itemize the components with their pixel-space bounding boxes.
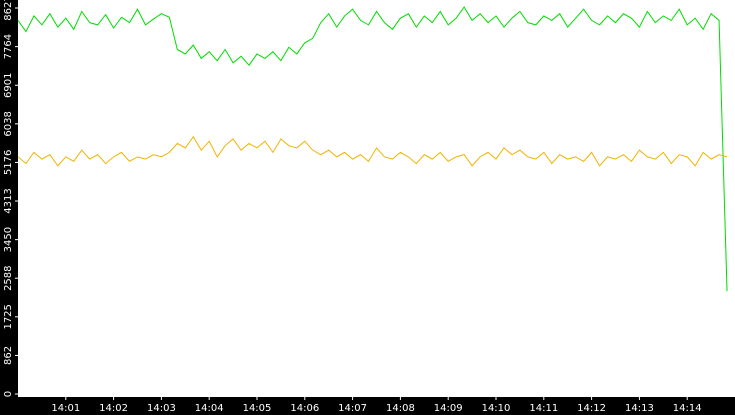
x-tick-label: 14:06 (290, 403, 319, 414)
x-tick-label: 14:13 (625, 403, 654, 414)
x-tick-label: 14:07 (338, 403, 367, 414)
y-tick-label: 6038 (3, 111, 14, 136)
y-tick-label: 8627 (3, 0, 14, 21)
y-tick-label: 7764 (3, 34, 14, 59)
x-tick-label: 14:14 (673, 403, 702, 414)
x-tick-label: 14:08 (386, 403, 415, 414)
y-tick-label: 2588 (3, 265, 14, 290)
x-tick-label: 14:11 (529, 403, 558, 414)
x-tick-label: 14:05 (243, 403, 272, 414)
x-tick-label: 14:02 (99, 403, 128, 414)
y-tick-label: 4313 (3, 188, 14, 213)
series-line (17, 135, 728, 167)
series-line (17, 6, 728, 292)
y-tick-label: 3450 (3, 227, 14, 252)
x-tick-label: 14:10 (482, 403, 511, 414)
y-tick-label: 5176 (3, 150, 14, 175)
y-tick-label: 6901 (3, 73, 14, 98)
y-tick-label: 0 (3, 391, 14, 397)
x-tick-label: 14:03 (147, 403, 176, 414)
x-axis-strip (0, 397, 735, 415)
y-tick-label: 1725 (3, 304, 14, 329)
y-axis-strip (0, 0, 18, 415)
x-tick-label: 14:12 (577, 403, 606, 414)
y-tick-label: 862 (3, 346, 14, 365)
x-tick-label: 14:04 (195, 403, 224, 414)
x-tick-label: 14:01 (51, 403, 80, 414)
x-tick-label: 14:09 (434, 403, 463, 414)
